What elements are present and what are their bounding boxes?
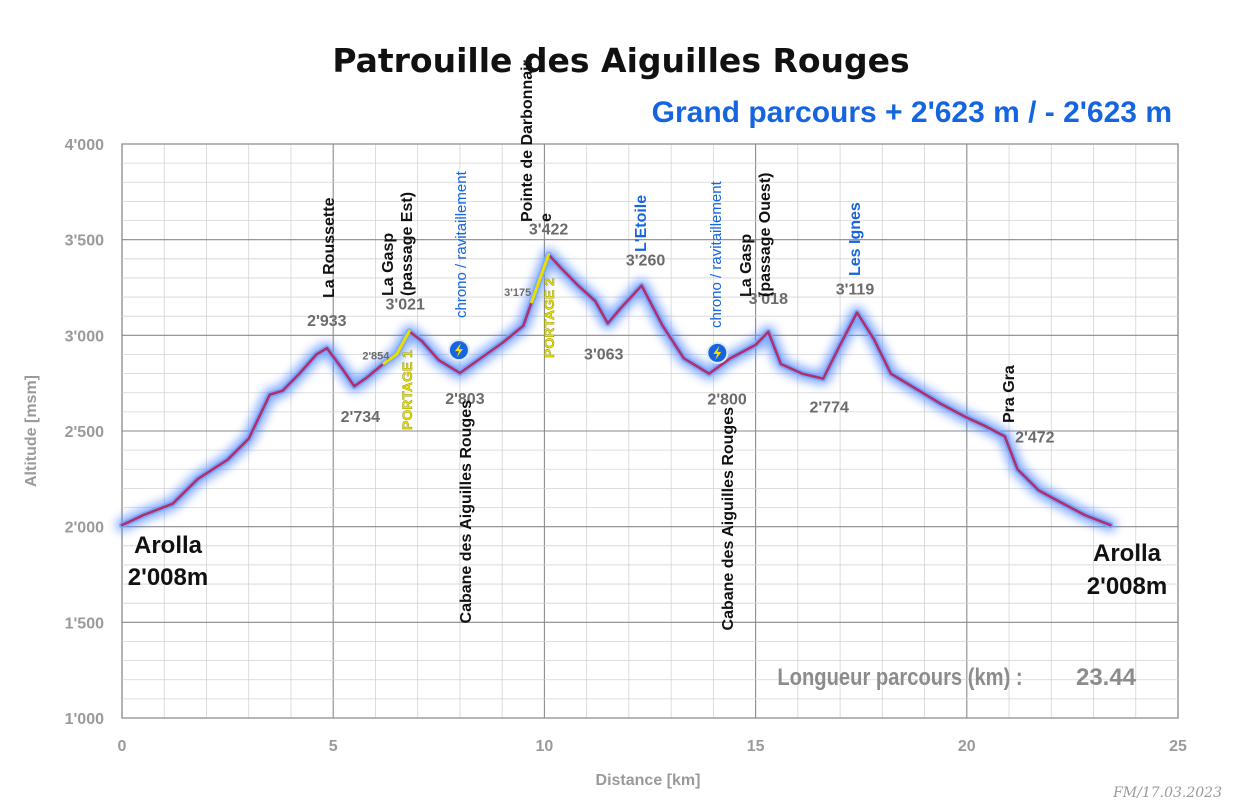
chrono-label: chrono / ravitaillement (708, 180, 725, 328)
portage-label: PORTAGE 2 (541, 278, 557, 358)
altitude-label: 2'472 (1015, 429, 1055, 446)
place-name-line: e (538, 213, 555, 222)
place-name: Pra Gra (1001, 365, 1018, 423)
y-axis-label: Altitude [msm] (23, 375, 40, 487)
place-name-line: Pointe de Darbonnair (519, 60, 536, 222)
y-tick-label: 3'000 (65, 328, 105, 345)
chart-subtitle: Grand parcours + 2'623 m / - 2'623 m (652, 96, 1172, 129)
place-name: Les Ignes (847, 202, 864, 276)
grid (121, 143, 1179, 719)
portage-segment (530, 253, 551, 304)
y-tick-label: 4'000 (65, 137, 105, 154)
chart-title: Patrouille des Aiguilles Rouges (332, 41, 909, 80)
place-name: La Roussette (321, 197, 338, 298)
y-tick-label: 2'000 (65, 520, 105, 537)
altitude-label: 2'933 (307, 313, 347, 330)
x-tick-label: 20 (958, 738, 976, 755)
altitude-label: 3'119 (836, 282, 875, 299)
y-tick-label: 1'000 (65, 711, 105, 728)
altitude-label: 3'422 (529, 222, 569, 239)
y-tick-label: 2'500 (65, 424, 105, 441)
finish-altitude: 2'008m (1087, 573, 1167, 600)
altitude-label: 2'854 (362, 350, 390, 362)
altitude-label: 3'021 (386, 296, 426, 313)
place-name: Cabane des Aiguilles Rouges (458, 400, 475, 624)
place-name-line: La Gasp (738, 234, 755, 297)
altitude-label: 2'734 (341, 409, 381, 426)
place-name-line: (passage Est) (399, 192, 416, 296)
portage-segment (382, 329, 411, 365)
length-value: 23.44 (1076, 664, 1137, 691)
place-name: La Gasp (passage Ouest) (738, 173, 774, 297)
altitude-label: 3'175 (504, 287, 531, 299)
x-tick-label: 10 (536, 738, 554, 755)
annotations: 2'933 2'734 2'854 3'021 2'803 3'175 3'422 3'063… (307, 60, 1054, 630)
profile-line (120, 253, 1112, 527)
altitude-label: 2'800 (707, 392, 747, 409)
axis-ticks: 0 5 10 15 20 25 1'000 1'500 2'000 2'500 3'000 3'500… (65, 137, 1187, 755)
finish-name: Arolla (1093, 540, 1162, 567)
x-tick-label: 15 (747, 738, 765, 755)
altitude-label: 2'803 (445, 391, 485, 408)
length-label: Longueur parcours (km) : (777, 663, 1022, 690)
lightning-icon (454, 343, 463, 358)
altitude-label: 3'260 (626, 253, 666, 270)
x-tick-label: 0 (118, 738, 127, 755)
start-name: Arolla (134, 532, 203, 559)
y-tick-label: 1'500 (65, 615, 105, 632)
altitude-label: 2'774 (809, 400, 849, 417)
lightning-icon (713, 345, 722, 360)
y-tick-label: 3'500 (65, 233, 105, 250)
x-axis-label: Distance [km] (596, 772, 701, 789)
place-name: Pointe de Darbonnair e (519, 60, 555, 222)
altitude-label: 3'018 (749, 291, 789, 308)
portage-label: PORTAGE 1 (399, 350, 415, 430)
credit: FM/17.03.2023 (1112, 785, 1222, 801)
start-altitude: 2'008m (128, 564, 208, 591)
x-tick-label: 25 (1169, 738, 1187, 755)
place-name-line: La Gasp (380, 233, 397, 296)
chrono-label: chrono / ravitaillement (453, 170, 470, 318)
place-name: Cabane des Aiguilles Rouges (720, 407, 737, 631)
altitude-label: 3'063 (584, 346, 624, 363)
place-name: La Gasp (passage Est) (380, 192, 416, 296)
x-tick-label: 5 (329, 738, 338, 755)
elevation-profile (116, 248, 1117, 532)
place-name: L'Etoile (633, 195, 650, 252)
place-name-line: (passage Ouest) (757, 173, 774, 297)
